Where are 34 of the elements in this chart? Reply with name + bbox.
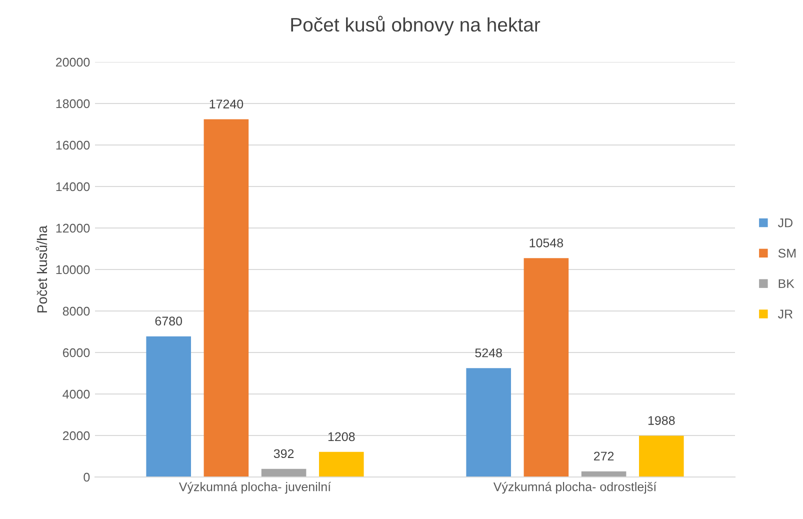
legend-label: JD — [778, 218, 792, 228]
y-tick-label: 18000 — [56, 99, 90, 108]
y-tick-label: 14000 — [56, 182, 90, 192]
data-label: 17240 — [210, 100, 244, 108]
y-tick-label: 6000 — [62, 348, 90, 358]
y-tick-label: 16000 — [56, 140, 90, 150]
legend-label: SM — [778, 248, 796, 258]
legend-label: BK — [778, 279, 794, 288]
y-tick-label: 20000 — [56, 58, 90, 67]
bar — [524, 258, 569, 477]
x-tick-label: Výzkumná plocha- odrostlejší — [493, 482, 657, 494]
chart-title: Počet kusů obnovy na hektar — [291, 16, 540, 36]
x-tick-label: Výzkumná plocha- juvenilní — [178, 482, 332, 494]
data-label: 1988 — [648, 416, 675, 425]
legend-label: JR — [778, 310, 792, 318]
bar — [204, 119, 249, 477]
data-label: 5248 — [475, 348, 502, 358]
bar — [466, 368, 511, 477]
data-label: 272 — [594, 452, 614, 460]
bar — [146, 336, 191, 477]
y-tick-label: 8000 — [62, 306, 90, 316]
bar — [639, 436, 684, 477]
bar — [261, 468, 306, 477]
y-tick-label: 2000 — [62, 431, 90, 440]
data-label: 1208 — [328, 432, 355, 442]
y-tick-label: 0 — [84, 472, 90, 482]
y-tick-label: 10000 — [56, 265, 90, 274]
data-label: 10548 — [530, 238, 564, 248]
y-tick-label: 4000 — [62, 390, 90, 399]
data-label: 6780 — [155, 316, 182, 326]
y-axis-title: Počet kusů/ha — [36, 225, 48, 312]
bar — [319, 452, 364, 477]
y-tick-label: 12000 — [56, 224, 90, 233]
data-label: 392 — [274, 449, 294, 458]
